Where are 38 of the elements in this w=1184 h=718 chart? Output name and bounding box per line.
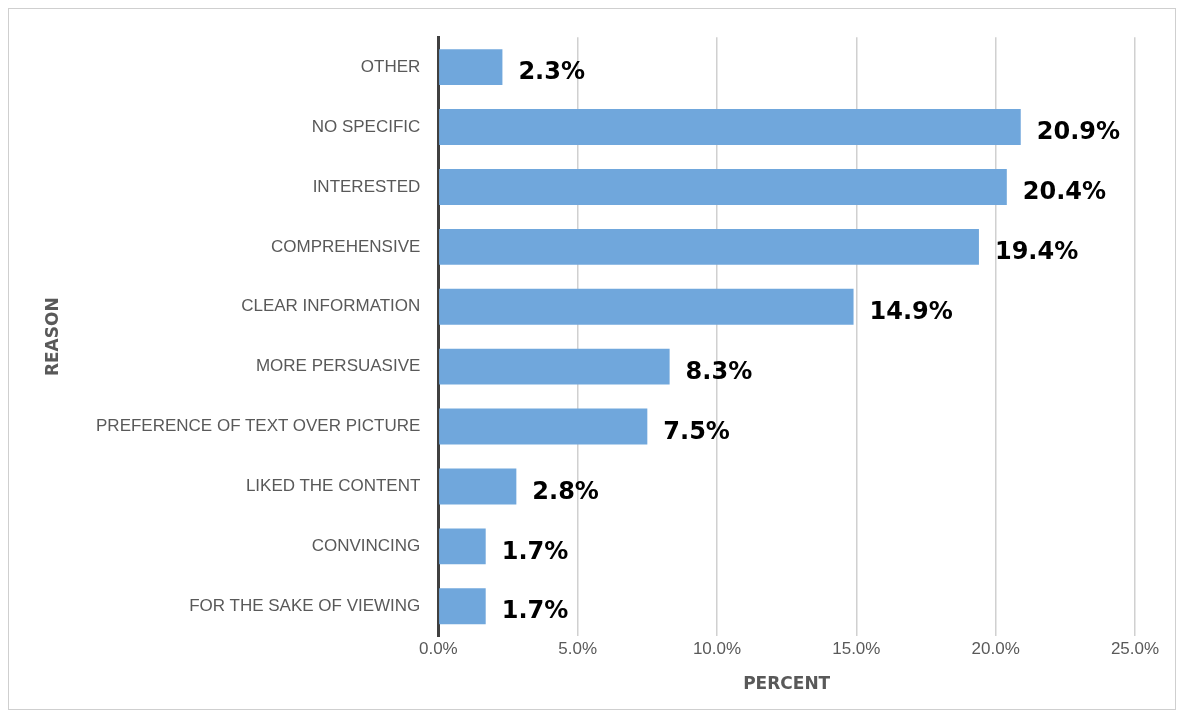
x-tick-label: 25.0% — [1110, 639, 1160, 659]
x-axis-title: PERCENT — [743, 673, 831, 694]
y-tick-label: MORE PERSUASIVE — [255, 356, 421, 376]
data-label: 8.3% — [685, 356, 753, 385]
data-label: 1.7% — [501, 596, 569, 625]
y-tick-label: PREFERENCE OF TEXT OVER PICTURE — [96, 416, 421, 436]
data-label: 7.5% — [663, 416, 730, 445]
data-label: 1.7% — [501, 536, 569, 565]
data-label: 2.8% — [532, 476, 599, 505]
x-tick-label: 5.0% — [558, 639, 598, 659]
y-tick-label: LIKED THE CONTENT — [245, 476, 421, 496]
x-tick-label: 15.0% — [832, 639, 881, 659]
y-tick-label: INTERESTED — [312, 176, 421, 196]
y-tick-label: NO SPECIFIC — [311, 116, 421, 136]
y-tick-label: CLEAR INFORMATION — [241, 296, 421, 316]
bar — [439, 528, 486, 565]
bar — [439, 109, 1021, 146]
y-tick-label: COMPREHENSIVE — [271, 236, 421, 256]
data-label: 20.4% — [1022, 177, 1107, 206]
x-tick-label: 0.0% — [418, 639, 458, 659]
bar — [439, 288, 854, 325]
bar — [439, 168, 1007, 205]
y-tick-label: CONVINCING — [311, 536, 421, 556]
bar — [439, 228, 979, 265]
x-tick-label: 10.0% — [692, 639, 742, 659]
y-axis-title: REASON — [41, 297, 62, 377]
bar — [439, 348, 670, 385]
data-label: 20.9% — [1036, 117, 1121, 146]
y-tick-label: OTHER — [360, 56, 421, 76]
x-tick-label: 20.0% — [971, 639, 1020, 659]
bar — [439, 49, 503, 86]
bar — [439, 588, 486, 625]
data-label: 19.4% — [994, 237, 1079, 266]
data-label: 2.3% — [518, 57, 585, 86]
bar — [439, 468, 517, 505]
bar — [439, 408, 648, 445]
y-tick-label: FOR THE SAKE OF VIEWING — [189, 595, 421, 615]
data-label: 14.9% — [869, 296, 953, 325]
